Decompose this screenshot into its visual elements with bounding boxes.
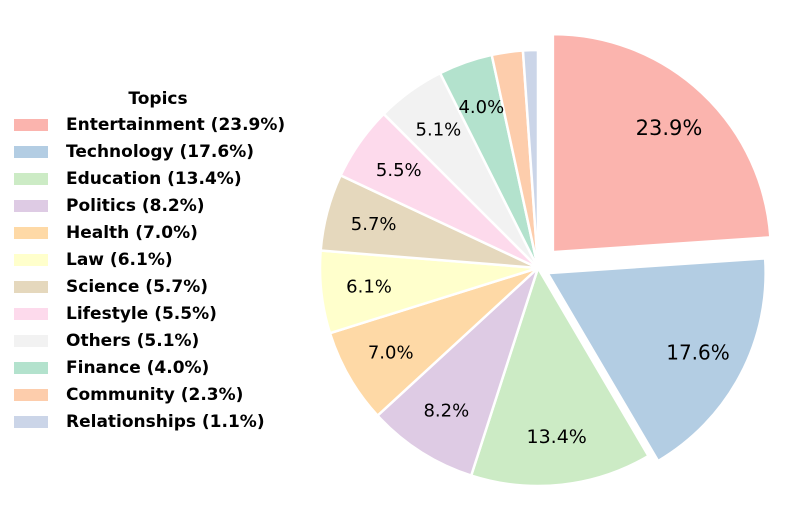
legend-item-relationships: Relationships (1.1%): [14, 412, 265, 432]
slice-label-education: 13.4%: [526, 426, 586, 448]
pie-slice-politics: [376, 266, 540, 477]
legend-swatch: [14, 389, 48, 401]
legend-item-entertainment: Entertainment (23.9%): [14, 115, 285, 135]
legend-swatch: [14, 281, 48, 293]
slice-label-entertainment: 23.9%: [636, 116, 703, 140]
legend-item-politics: Politics (8.2%): [14, 196, 205, 216]
pie-slice-education: [469, 266, 650, 488]
pie-slices: [318, 32, 772, 488]
legend: Topics Entertainment (23.9%) Technology (…: [14, 89, 285, 432]
legend-swatch: [14, 200, 48, 212]
legend-swatch: [14, 416, 48, 428]
legend-swatch: [14, 227, 48, 239]
legend-label: Relationships (1.1%): [66, 412, 265, 432]
slice-label-science: 5.7%: [351, 214, 397, 235]
legend-swatch: [14, 173, 48, 185]
legend-label: Finance (4.0%): [66, 358, 209, 378]
legend-swatch: [14, 254, 48, 266]
legend-label: Entertainment (23.9%): [66, 115, 285, 135]
slice-label-health: 7.0%: [368, 343, 414, 364]
pie-slice-labels: 23.9% 17.6% 13.4% 8.2% 7.0% 6.1% 5.7% 5.5% 5.1%4…: [346, 97, 730, 448]
legend-item-community: Community (2.3%): [14, 385, 243, 405]
legend-item-finance: Finance (4.0%): [14, 358, 209, 378]
slice-label-technology: 17.6%: [666, 340, 730, 364]
legend-swatch: [14, 146, 48, 158]
legend-item-law: Law (6.1%): [14, 250, 173, 270]
legend-label: Education (13.4%): [66, 169, 242, 189]
legend-swatch: [14, 335, 48, 347]
legend-label: Technology (17.6%): [66, 142, 254, 162]
slice-label-politics: 8.2%: [423, 401, 469, 422]
legend-title: Topics: [128, 89, 187, 109]
slice-label-others: 5.1%: [416, 120, 462, 141]
slice-label-law: 6.1%: [346, 276, 392, 297]
legend-item-science: Science (5.7%): [14, 277, 208, 297]
legend-label: Lifestyle (5.5%): [66, 304, 217, 324]
legend-label: Community (2.3%): [66, 385, 243, 405]
legend-label: Others (5.1%): [66, 331, 199, 351]
legend-label: Politics (8.2%): [66, 196, 205, 216]
legend-item-health: Health (7.0%): [14, 223, 198, 243]
legend-item-others: Others (5.1%): [14, 331, 199, 351]
legend-label: Law (6.1%): [66, 250, 173, 270]
slice-label-finance: 4.0%: [458, 97, 504, 118]
pie-slice-entertainment: [551, 32, 772, 254]
legend-item-lifestyle: Lifestyle (5.5%): [14, 304, 217, 324]
legend-item-technology: Technology (17.6%): [14, 142, 254, 162]
slice-label-lifestyle: 5.5%: [376, 160, 422, 181]
legend-label: Health (7.0%): [66, 223, 198, 243]
pie-slice-technology: [546, 257, 767, 463]
pie-slice-relationships: [521, 48, 540, 270]
legend-item-education: Education (13.4%): [14, 169, 242, 189]
legend-label: Science (5.7%): [66, 277, 208, 297]
legend-swatch: [14, 308, 48, 320]
legend-swatch: [14, 362, 48, 374]
legend-swatch: [14, 119, 48, 131]
